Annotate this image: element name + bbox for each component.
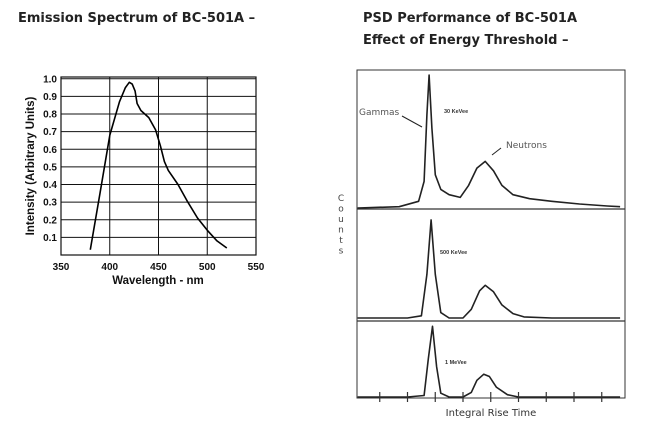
y-tick-label: 0.8 [43,110,57,121]
y-tick-label: 0.6 [43,145,57,156]
y-tick-label: 0.3 [43,198,57,209]
y-tick-label: 0.2 [43,215,57,226]
neutrons-annotation: Neutrons [506,141,547,151]
x-tick-label: 500 [199,262,216,273]
psd-curve-30-kevee [357,74,621,209]
x-tick-label: 400 [101,262,118,273]
psd-curve-1-mevee [357,325,621,398]
emission-y-axis-label: Intensity (Arbitrary Units) [25,97,37,236]
psd-x-axis-label: Integral Rise Time [446,408,537,419]
psd-chart-subtitle: Effect of Energy Threshold – [363,33,569,48]
y-tick-label: 0.1 [43,233,57,244]
psd-curve-500-kevee [357,219,621,319]
y-tick-label: 1.0 [43,74,57,85]
y-tick-label: 0.5 [43,162,57,173]
emission-x-axis-label: Wavelength - nm [112,275,204,287]
x-tick-label: 450 [150,262,167,273]
y-tick-label: 0.9 [43,92,57,103]
gammas-annotation: Gammas [359,108,400,118]
plot-frame [356,69,626,399]
counts-letter: u [338,215,344,225]
y-tick-label: 0.4 [43,180,57,191]
panel-label-30kevee: 30 KeVee [444,109,468,115]
y-tick-label: 0.7 [43,127,57,138]
neutrons-pointer [491,147,502,156]
psd-chart-title: PSD Performance of BC-501A [363,11,578,26]
gammas-pointer [401,115,423,128]
x-tick-label: 350 [53,262,70,273]
emission-chart-title: Emission Spectrum of BC-501A – [18,11,256,26]
panel-label-500kevee: 500 KeVee [440,250,467,256]
counts-letter: n [338,226,344,236]
counts-letter: s [339,247,344,257]
counts-letter: t [339,236,343,246]
counts-letter: C [338,194,344,204]
panel-label-1mevee: 1 MeVee [445,360,467,366]
x-tick-label: 550 [248,262,265,273]
emission-curve [89,81,228,250]
counts-letter: o [338,205,344,215]
